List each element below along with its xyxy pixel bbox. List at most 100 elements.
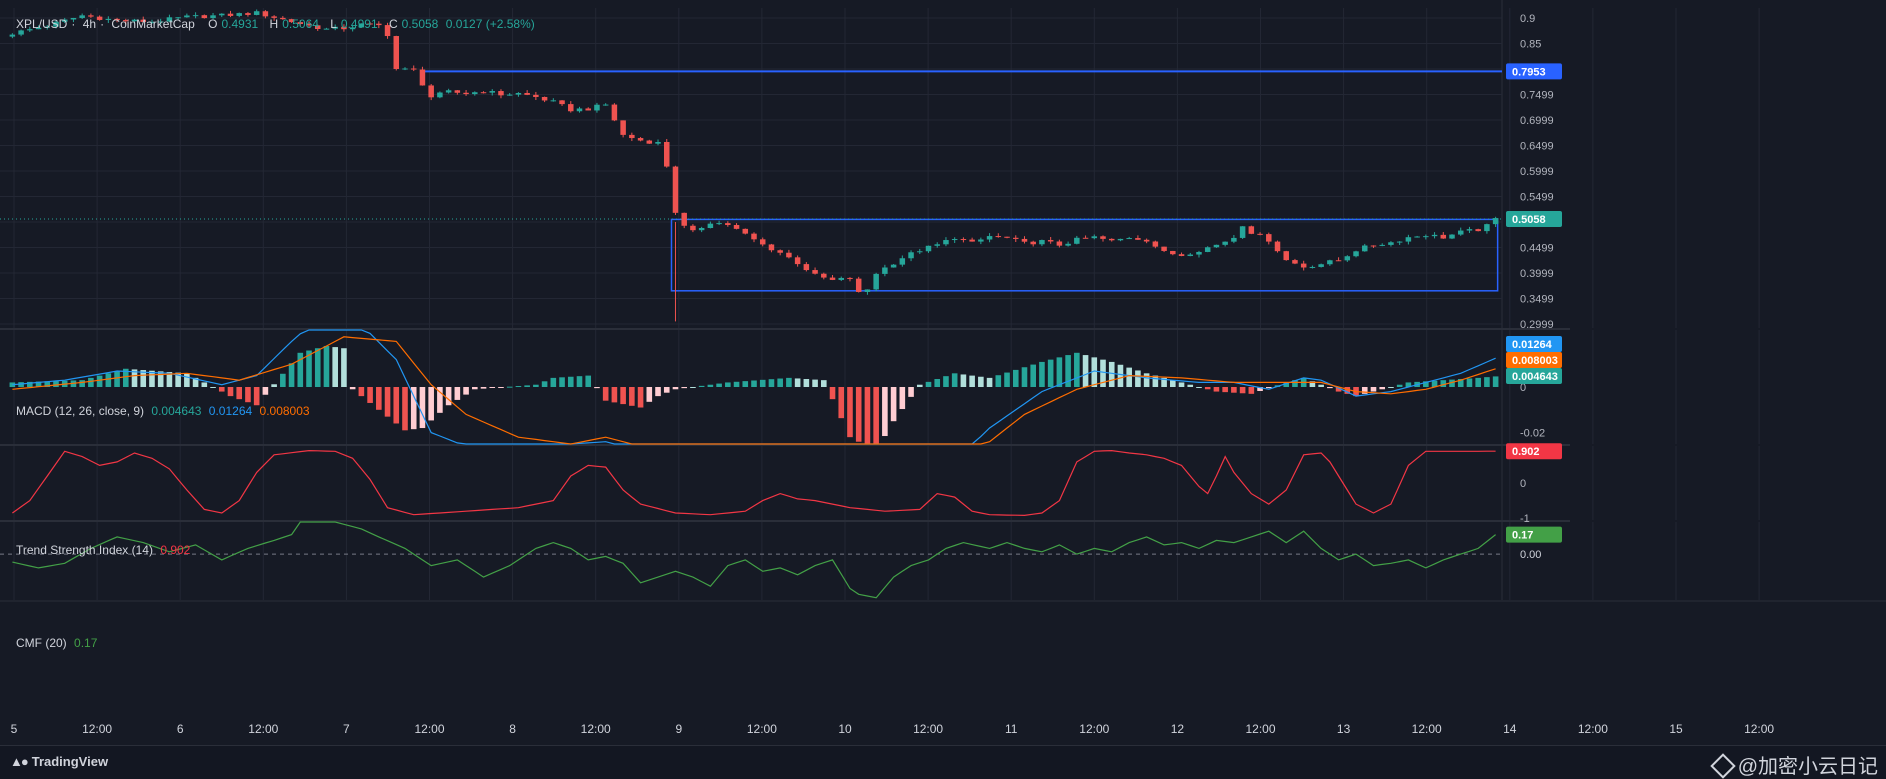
candle-body xyxy=(262,11,269,17)
candle-body xyxy=(1152,241,1159,247)
candle-body xyxy=(1135,238,1141,240)
price-axis-tick: 0.6499 xyxy=(1520,141,1554,153)
candle-body xyxy=(1187,254,1194,256)
macd-histogram-bar xyxy=(698,385,705,387)
candle-body xyxy=(1161,246,1167,251)
macd-histogram-bar xyxy=(1239,387,1246,394)
candle-body xyxy=(1405,237,1412,242)
macd-histogram-bar xyxy=(899,387,906,410)
time-axis-tick: 14 xyxy=(1503,722,1517,736)
candle-body xyxy=(951,239,958,241)
macd-histogram-bar xyxy=(1152,375,1159,387)
candle-body xyxy=(9,34,16,37)
macd-histogram-bar xyxy=(1283,382,1290,387)
candle-body xyxy=(899,258,906,265)
macd-histogram-bar xyxy=(44,381,51,387)
candle-body xyxy=(533,94,539,97)
tradingview-logo[interactable]: ▲● TradingView xyxy=(10,754,108,769)
time-axis-tick: 12:00 xyxy=(1744,722,1774,736)
macd-histogram-bar xyxy=(227,387,234,397)
watermark-diamond-icon xyxy=(1709,753,1736,779)
candle-body xyxy=(847,277,853,279)
macd-histogram-bar xyxy=(288,363,295,387)
macd-histogram-bar xyxy=(515,386,522,388)
candle-body xyxy=(44,26,51,28)
macd-histogram-bar xyxy=(1039,361,1045,387)
candle-body xyxy=(559,100,565,105)
candle-body xyxy=(105,18,112,20)
resistance-price-label: 0.7953 xyxy=(1512,66,1546,78)
candle-body xyxy=(1327,260,1333,265)
candle-body xyxy=(271,16,277,18)
candle-body xyxy=(463,92,469,95)
candle-body xyxy=(445,90,452,93)
candle-body xyxy=(428,85,434,98)
macd-histogram-bar xyxy=(1004,372,1010,387)
price-axis-tick: 0.3499 xyxy=(1520,294,1554,306)
macd-histogram-bar xyxy=(829,387,836,400)
candle-body xyxy=(690,225,696,231)
candle-body xyxy=(576,108,583,112)
tsi-legend[interactable]: Trend Strength Index (14) 0.902 xyxy=(16,543,194,557)
candle-body xyxy=(1047,240,1054,242)
macd-histogram-bar xyxy=(306,350,312,387)
candle-body xyxy=(1013,237,1019,239)
time-axis-tick: 8 xyxy=(509,722,516,736)
candle-body xyxy=(1362,245,1368,252)
macd-histogram-bar xyxy=(1117,364,1124,387)
macd-histogram-bar xyxy=(437,387,443,413)
candle-body xyxy=(79,15,85,18)
candle-body xyxy=(742,228,749,234)
candle-body xyxy=(629,134,635,139)
candle-body xyxy=(943,240,949,245)
macd-histogram-bar xyxy=(1196,387,1202,388)
macd-histogram-bar xyxy=(271,384,277,387)
macd-histogram-bar xyxy=(1213,387,1220,392)
low-label: L xyxy=(330,17,337,31)
macd-histogram-bar xyxy=(96,375,103,387)
candle-body xyxy=(288,19,295,23)
macd-histogram-bar xyxy=(1257,387,1263,391)
macd-histogram-bar xyxy=(1492,376,1499,387)
macd-histogram-bar xyxy=(1056,357,1063,387)
tsi-value-label-bg xyxy=(1506,443,1562,460)
macd-histogram-bar xyxy=(1396,384,1403,387)
time-axis-tick: 5 xyxy=(11,722,18,736)
cmf-legend[interactable]: CMF (20) 0.17 xyxy=(16,636,101,650)
symbol-label[interactable]: XPL/USD xyxy=(16,17,68,31)
candle-body xyxy=(646,140,653,144)
macd-histogram-bar xyxy=(1379,387,1386,390)
candle-body xyxy=(210,15,216,19)
candle-body xyxy=(306,23,312,26)
macd-axis-tick: 0 xyxy=(1520,382,1526,394)
candle-body xyxy=(1196,251,1202,255)
candle-body xyxy=(733,225,740,229)
macd-histogram-bar xyxy=(471,387,478,390)
macd-histogram-bar xyxy=(550,377,557,387)
macd-histogram-bar xyxy=(1466,378,1473,387)
macd-histogram-bar xyxy=(1091,357,1098,387)
macd-histogram-bar xyxy=(1030,364,1037,387)
candle-body xyxy=(1318,264,1324,267)
candle-body xyxy=(236,13,242,16)
candle-body xyxy=(855,278,862,292)
candle-body xyxy=(227,13,234,16)
macd-histogram-bar xyxy=(1484,377,1490,387)
footer-bar: ▲● TradingView @加密小云日记 xyxy=(0,745,1886,779)
candle-body xyxy=(1091,236,1098,239)
time-axis-tick: 12:00 xyxy=(1578,722,1608,736)
macd-histogram-bar xyxy=(751,380,757,387)
candle-body xyxy=(524,92,530,95)
macd-histogram-bar xyxy=(576,376,583,387)
interval-label[interactable]: 4h xyxy=(82,17,97,31)
macd-title: MACD (12, 26, close, 9) xyxy=(16,404,145,418)
time-axis-tick: 12:00 xyxy=(747,722,777,736)
macd-histogram-bar xyxy=(157,371,164,387)
candle-body xyxy=(1423,236,1429,238)
price-axis-tick: 0.85 xyxy=(1520,38,1541,50)
candle-body xyxy=(437,92,443,98)
macd-legend[interactable]: MACD (12, 26, close, 9) 0.004643 0.01264… xyxy=(16,404,314,418)
macd-line-value: 0.01264 xyxy=(208,404,253,418)
macd-histogram-bar xyxy=(986,377,993,387)
